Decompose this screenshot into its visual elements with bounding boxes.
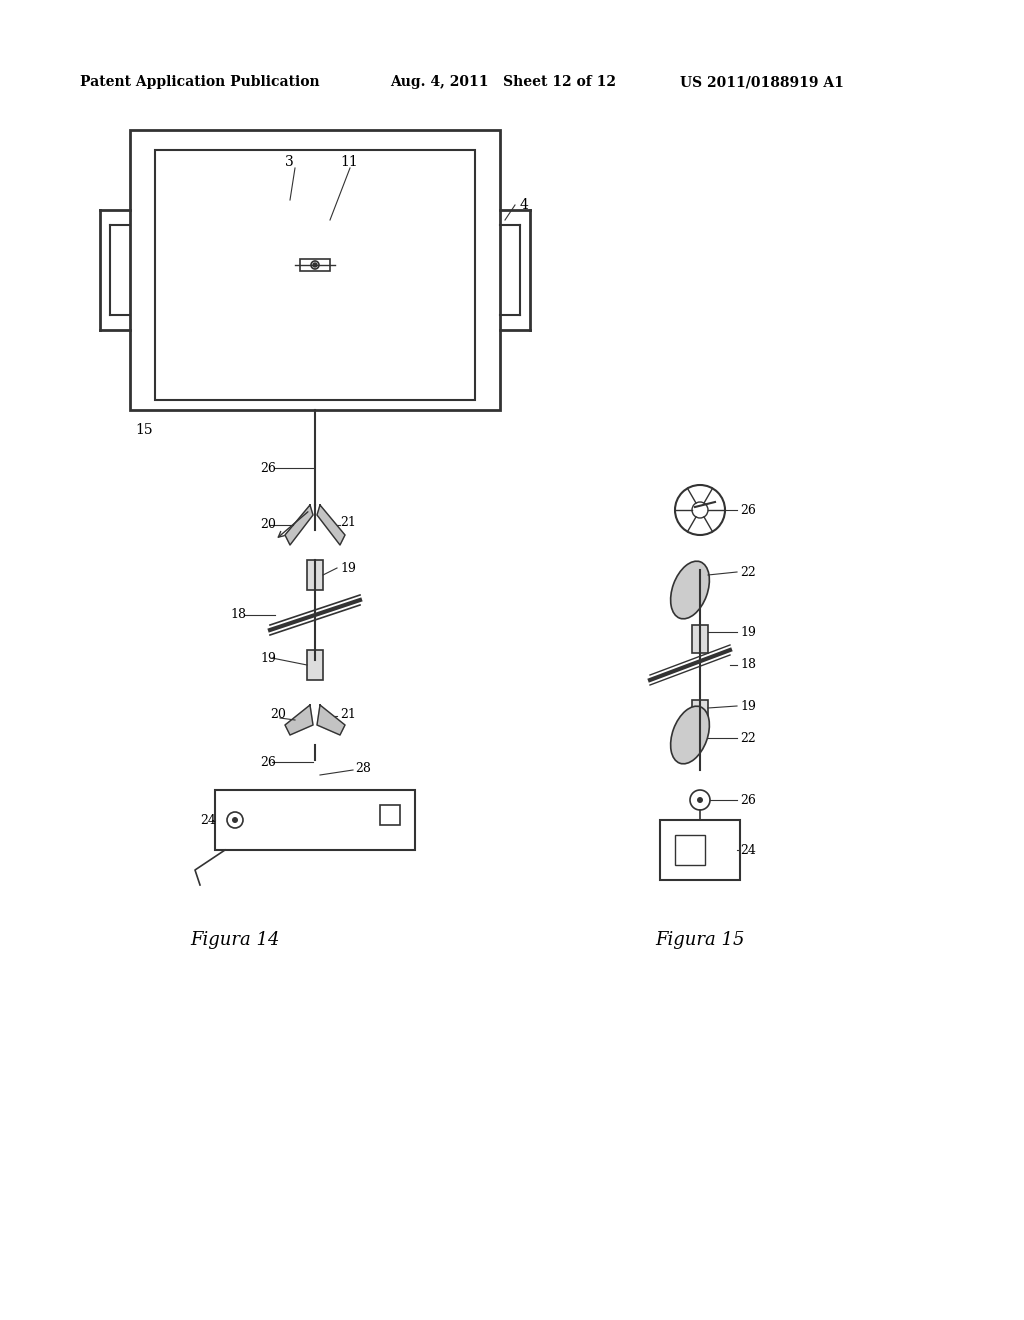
Text: 24: 24 bbox=[740, 843, 756, 857]
Text: 26: 26 bbox=[260, 462, 275, 474]
Text: 24: 24 bbox=[200, 813, 216, 826]
Text: US 2011/0188919 A1: US 2011/0188919 A1 bbox=[680, 75, 844, 88]
Polygon shape bbox=[285, 705, 313, 735]
Circle shape bbox=[697, 797, 703, 803]
Bar bbox=[307, 649, 323, 680]
Text: 22: 22 bbox=[740, 565, 756, 578]
Text: 11: 11 bbox=[340, 154, 357, 169]
Text: 26: 26 bbox=[740, 793, 756, 807]
Ellipse shape bbox=[671, 561, 710, 619]
Text: 18: 18 bbox=[740, 659, 756, 672]
Text: 3: 3 bbox=[285, 154, 294, 169]
Text: 26: 26 bbox=[260, 755, 275, 768]
Ellipse shape bbox=[671, 706, 710, 764]
Text: Patent Application Publication: Patent Application Publication bbox=[80, 75, 319, 88]
Text: 28: 28 bbox=[355, 762, 371, 775]
Bar bbox=[215, 789, 415, 850]
Text: Figura 15: Figura 15 bbox=[655, 931, 744, 949]
Bar bbox=[692, 624, 708, 653]
Text: Figura 14: Figura 14 bbox=[190, 931, 280, 949]
Bar bbox=[130, 129, 500, 411]
Text: 19: 19 bbox=[740, 626, 756, 639]
Bar bbox=[692, 700, 708, 729]
Bar bbox=[307, 560, 323, 590]
Circle shape bbox=[311, 261, 319, 269]
Text: 15: 15 bbox=[135, 422, 153, 437]
Text: 4: 4 bbox=[520, 198, 528, 213]
Text: 19: 19 bbox=[740, 700, 756, 713]
Text: 19: 19 bbox=[260, 652, 275, 664]
Text: 21: 21 bbox=[340, 516, 356, 528]
Text: 19: 19 bbox=[340, 561, 356, 574]
Text: 20: 20 bbox=[270, 708, 286, 721]
Text: Aug. 4, 2011   Sheet 12 of 12: Aug. 4, 2011 Sheet 12 of 12 bbox=[390, 75, 616, 88]
Text: 20: 20 bbox=[260, 519, 275, 532]
Text: 18: 18 bbox=[230, 609, 246, 622]
Text: 21: 21 bbox=[340, 708, 356, 721]
Bar bbox=[300, 259, 330, 271]
Text: 22: 22 bbox=[740, 731, 756, 744]
Bar bbox=[675, 836, 705, 865]
Circle shape bbox=[232, 817, 238, 822]
Polygon shape bbox=[285, 506, 313, 545]
Text: 26: 26 bbox=[740, 503, 756, 516]
Polygon shape bbox=[317, 506, 345, 545]
Circle shape bbox=[313, 263, 317, 267]
Bar bbox=[660, 820, 740, 880]
Bar bbox=[155, 150, 475, 400]
Polygon shape bbox=[317, 705, 345, 735]
Bar bbox=[380, 805, 400, 825]
